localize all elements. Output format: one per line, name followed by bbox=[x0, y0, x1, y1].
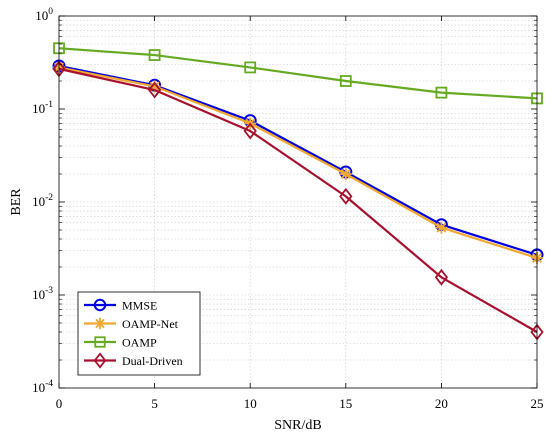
series-layer bbox=[52, 42, 544, 341]
legend-marker-mmse bbox=[93, 298, 107, 312]
y-tick-label: 10-4 bbox=[32, 379, 53, 395]
legend-marker-oamp bbox=[94, 336, 106, 348]
y-tick-base: 10 bbox=[32, 287, 45, 302]
series-line-dual-driven bbox=[58, 67, 538, 333]
x-tick-label: 20 bbox=[435, 396, 448, 411]
y-tick-exponent: -1 bbox=[45, 100, 53, 110]
x-tick-label: 15 bbox=[339, 396, 352, 411]
y-tick-exponent: 0 bbox=[48, 7, 53, 17]
y-tick-label: 100 bbox=[35, 7, 53, 23]
series-line-oamp-net bbox=[58, 66, 538, 260]
data-point-oamp-net bbox=[148, 80, 161, 93]
series-line-mmse bbox=[58, 64, 538, 256]
y-tick-label: 10-2 bbox=[32, 193, 53, 209]
data-point-oamp-net bbox=[339, 168, 352, 181]
data-point-oamp bbox=[148, 49, 161, 61]
y-tick-base: 10 bbox=[32, 101, 45, 116]
legend-marker-oamp-net bbox=[94, 317, 106, 330]
data-point-oamp-net bbox=[435, 221, 448, 234]
x-tick-label: 0 bbox=[56, 396, 63, 411]
x-axis-label: SNR/dB bbox=[274, 418, 321, 433]
y-tick-exponent: -2 bbox=[45, 193, 53, 203]
legend-label-oamp-net: OAMP-Net bbox=[122, 317, 179, 331]
y-tick-exponent: -3 bbox=[45, 286, 53, 296]
y-tick-base: 10 bbox=[32, 194, 45, 209]
data-point-dual-driven bbox=[339, 187, 353, 205]
data-point-dual-driven bbox=[434, 268, 449, 286]
y-axis-label: BER bbox=[9, 188, 24, 216]
legend-label-oamp: OAMP bbox=[122, 336, 157, 350]
series-line-oamp bbox=[58, 47, 538, 100]
legend: MMSE OAMP-Net OAMP Dual-Driven bbox=[77, 291, 201, 376]
y-tick-base: 10 bbox=[32, 380, 45, 395]
data-point-oamp bbox=[435, 86, 448, 99]
data-point-oamp bbox=[244, 61, 257, 74]
data-point-dual-driven bbox=[147, 81, 162, 99]
legend-label-mmse: MMSE bbox=[122, 299, 157, 313]
legend-marker-dual-driven bbox=[93, 352, 107, 369]
y-tick-label: 10-1 bbox=[32, 100, 53, 116]
series-oamp bbox=[53, 42, 543, 105]
x-tick-label: 25 bbox=[531, 396, 544, 411]
y-tick-base: 10 bbox=[35, 8, 48, 23]
x-tick-label: 5 bbox=[151, 396, 158, 411]
legend-label-dual-driven: Dual-Driven bbox=[122, 354, 183, 368]
data-point-oamp bbox=[339, 75, 352, 87]
x-tick-label: 10 bbox=[244, 396, 257, 411]
data-point-dual-driven bbox=[243, 122, 257, 140]
y-tick-exponent: -4 bbox=[45, 379, 53, 389]
y-tick-label: 10-3 bbox=[32, 286, 53, 302]
